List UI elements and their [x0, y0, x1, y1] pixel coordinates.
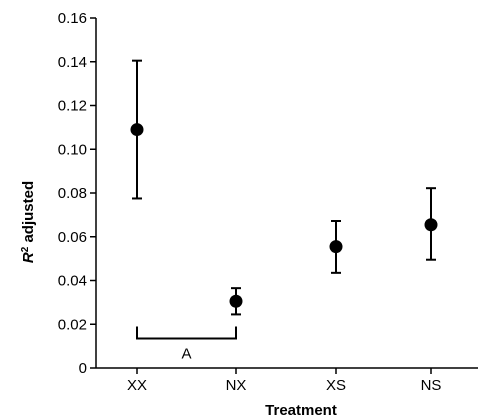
- x-tick-label: NX: [226, 377, 247, 394]
- data-marks: [130, 59, 438, 316]
- bracket-line: [136, 326, 237, 340]
- data-point-group: [229, 287, 243, 316]
- x-tick-label: NS: [421, 377, 442, 394]
- significance-bracket: A: [136, 326, 237, 362]
- data-point: [424, 218, 438, 232]
- x-axis-title: Treatment: [265, 402, 337, 419]
- y-tick-label: 0.06: [58, 229, 87, 246]
- y-tick-label: 0.14: [58, 54, 87, 71]
- y-tick-label: 0: [79, 360, 87, 377]
- y-tick-label: 0.04: [58, 273, 87, 290]
- data-point: [130, 123, 144, 137]
- x-axis: XX NX XS NS: [96, 367, 478, 394]
- bracket-label: A: [181, 345, 191, 362]
- x-tick-label: XX: [127, 377, 147, 394]
- data-point: [329, 240, 343, 254]
- data-point: [229, 294, 243, 308]
- data-point-group: [130, 59, 144, 200]
- y-axis-title-variable: R: [20, 252, 37, 263]
- y-tick-label: 0.12: [58, 98, 87, 115]
- data-point-group: [424, 187, 438, 261]
- y-axis-title: R2 adjusted: [20, 181, 38, 263]
- y-tick-label: 0.10: [58, 141, 87, 158]
- y-axis: 0 0.02 0.04 0.06 0.08 0.10 0.12 0.14 0.16: [58, 10, 97, 377]
- x-tick-label: XS: [326, 377, 346, 394]
- y-axis-title-rest: adjusted: [20, 181, 37, 247]
- data-point-group: [329, 220, 343, 274]
- y-tick-label: 0.02: [58, 316, 87, 333]
- y-axis-title-superscript: 2: [20, 246, 31, 252]
- y-tick-label: 0.08: [58, 185, 87, 202]
- y-tick-label: 0.16: [58, 10, 87, 27]
